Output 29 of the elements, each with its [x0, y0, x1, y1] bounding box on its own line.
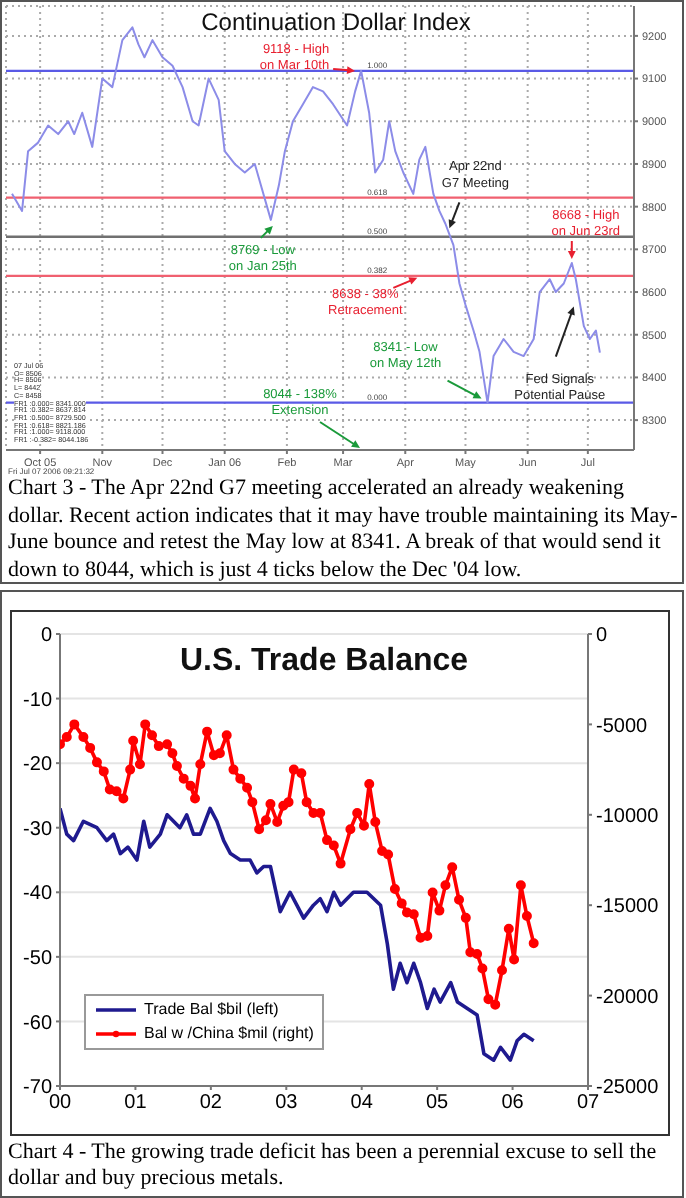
y2-tick-label: -15000: [596, 896, 660, 919]
y2-tick-label: -25000: [596, 1077, 660, 1100]
y-tick-label: -30: [23, 818, 53, 841]
y-tick-label: -40: [23, 883, 53, 906]
legend-label: Bal w /China $mil (right): [144, 1022, 314, 1046]
line-series: [60, 806, 536, 1062]
y-tick-label: 0: [40, 625, 53, 648]
y-tick-label: -50: [23, 947, 53, 970]
x-tick-label: 05: [426, 1092, 450, 1115]
y-tick-label: -60: [23, 1012, 53, 1035]
caption: Chart 4 - The growing trade deficit has been a perennial excuse to sell the dollar and buy precious metals.: [8, 1140, 659, 1190]
legend-label: Trade Bal $bil (left): [144, 998, 279, 1022]
y-tick-label: -10: [23, 689, 53, 712]
caption: Chart 3 - The Apr 22nd G7 meeting accelerated an already weakening dollar. Recent action indicates that it may have trouble maintaining its May-June bounce and retest the May low at 8341. A break of that would send it down to 8044, which is just 4 ticks below the Dec '04 low.: [8, 476, 680, 584]
y2-tick-label: -20000: [596, 986, 660, 1009]
x-tick-label: 00: [48, 1092, 72, 1115]
chart-title: U.S. Trade Balance: [179, 644, 469, 678]
y-tick-label: -70: [23, 1077, 53, 1100]
x-tick-label: 01: [124, 1092, 148, 1115]
x-tick-label: 06: [501, 1092, 525, 1115]
x-tick-label: 02: [199, 1092, 223, 1115]
x-tick-label: 04: [350, 1092, 374, 1115]
chart-title: Continuation Dollar Index: [201, 8, 471, 36]
x-tick-label: 03: [275, 1092, 299, 1115]
y2-tick-label: -10000: [596, 805, 660, 828]
y2-tick-label: 0: [596, 625, 608, 648]
y2-tick-label: -5000: [596, 715, 649, 738]
y-tick-label: -20: [23, 754, 53, 777]
x-tick-label: 07: [576, 1092, 600, 1115]
